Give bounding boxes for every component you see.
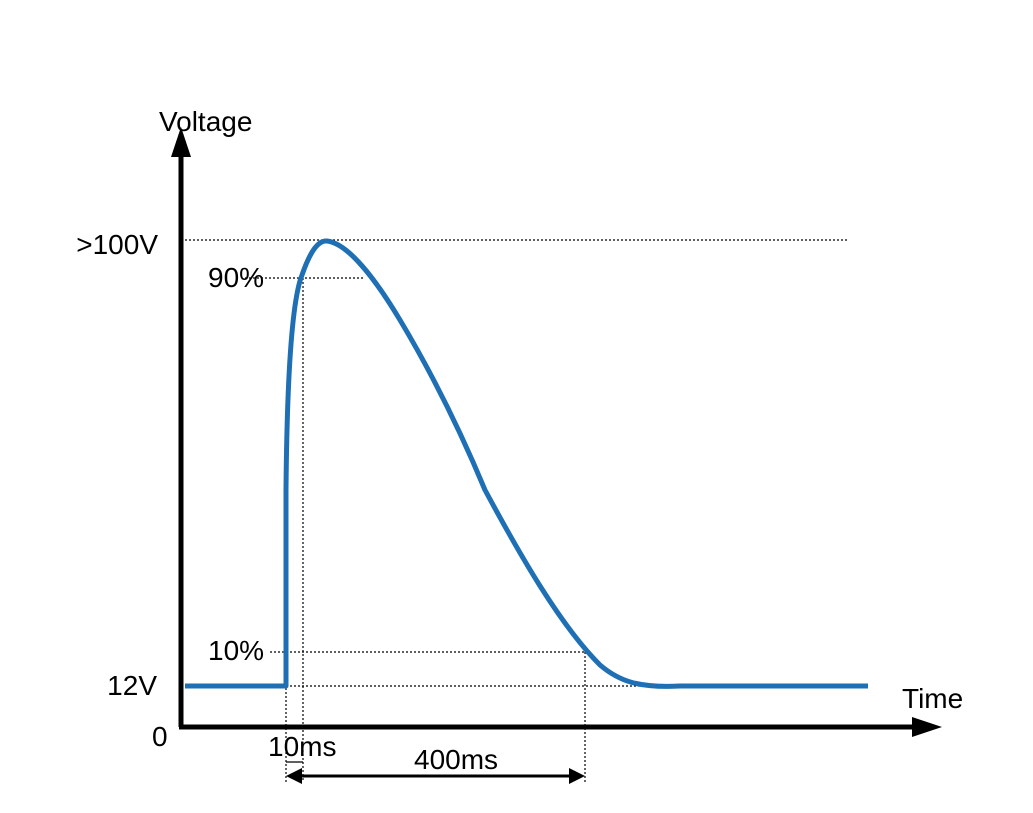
- peak-label: >100V: [76, 229, 158, 260]
- base-label: 12V: [107, 670, 157, 701]
- y-axis-label: Voltage: [159, 106, 252, 137]
- origin-label: 0: [152, 721, 168, 752]
- ninety-label: 90%: [208, 262, 264, 293]
- y-axis-arrow: [171, 127, 191, 157]
- duration-arrow-left: [286, 768, 302, 784]
- ten-label: 10%: [208, 635, 264, 666]
- x-axis-label: Time: [902, 683, 963, 714]
- duration-label: 400ms: [414, 744, 498, 775]
- pulse-curve: [185, 238, 868, 689]
- duration-arrow-right: [569, 768, 585, 784]
- x-axis-arrow: [912, 717, 942, 737]
- rise-label: 10ms: [268, 731, 336, 762]
